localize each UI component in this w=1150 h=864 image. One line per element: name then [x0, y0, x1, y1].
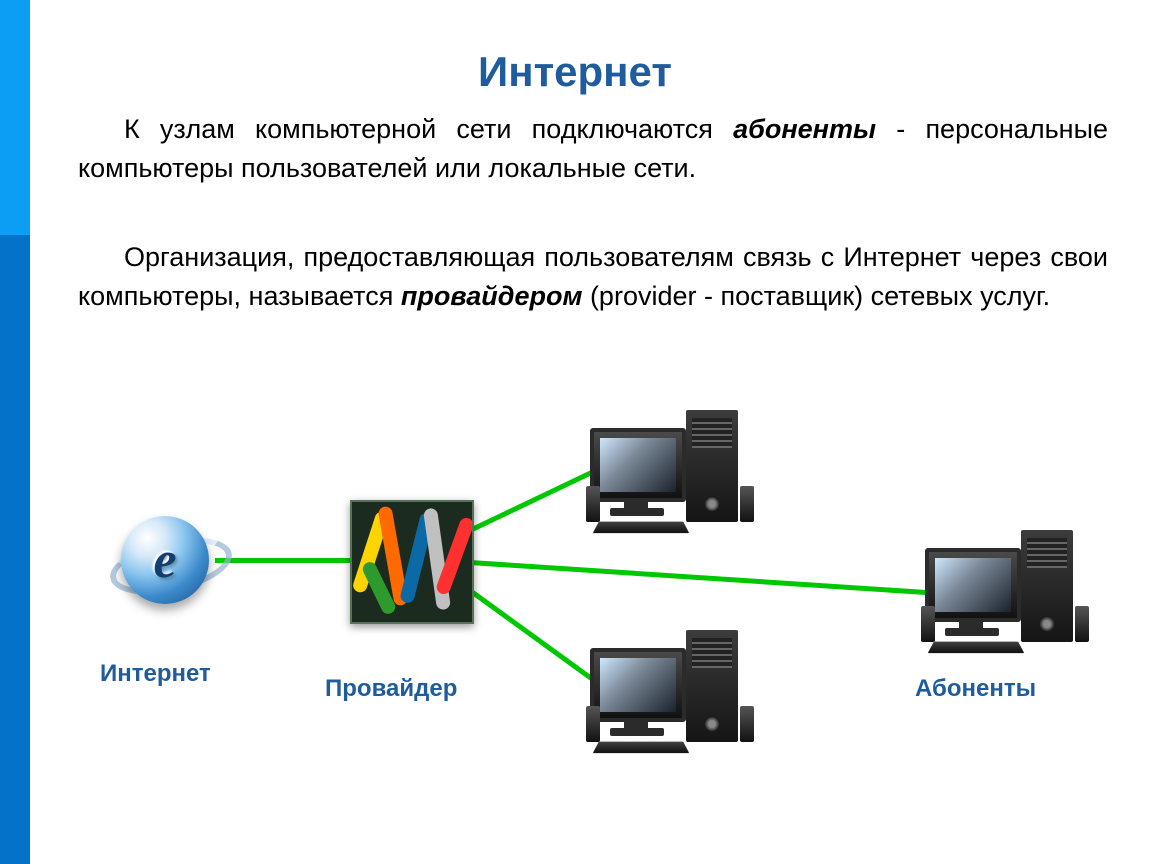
- diagram-label: Интернет: [100, 660, 211, 688]
- provider-rack-icon: [350, 500, 474, 624]
- diagram-label: Провайдер: [325, 675, 457, 703]
- connection-line: [469, 588, 610, 692]
- connection-line: [215, 558, 350, 563]
- connection-line: [469, 466, 601, 533]
- paragraph: К узлам компьютерной сети подключаются а…: [78, 110, 1108, 188]
- sidebar-accent: [0, 0, 30, 864]
- diagram-label: Абоненты: [915, 675, 1036, 703]
- sidebar-accent-bottom: [0, 235, 30, 864]
- internet-globe-icon: e: [115, 510, 215, 610]
- computer-icon: [925, 530, 1085, 660]
- page-title: Интернет: [0, 48, 1150, 96]
- network-diagram: e Интернет Провайдер Абоненты: [60, 400, 1120, 830]
- computer-icon: [590, 410, 750, 540]
- paragraph: Организация, предоставляющая пользовател…: [78, 238, 1108, 316]
- sidebar-accent-top: [0, 0, 30, 235]
- connection-line: [470, 560, 926, 595]
- computer-icon: [590, 630, 750, 760]
